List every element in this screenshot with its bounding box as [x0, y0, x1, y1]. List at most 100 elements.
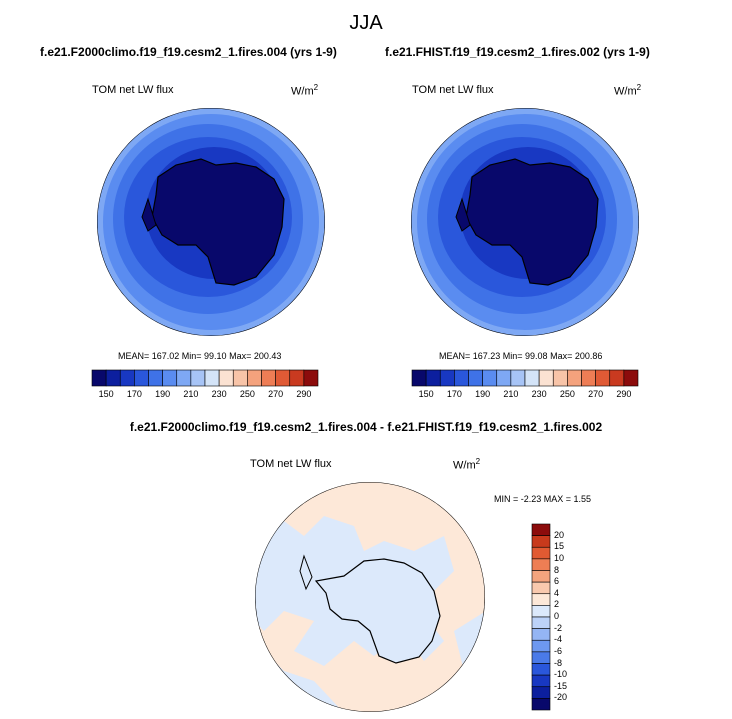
diff-units-text: W/m [453, 459, 476, 472]
panel-1-colorbar-tick-label: 250 [239, 389, 255, 399]
diff-colorbar-swatch [531, 593, 551, 606]
diff-colorbar-tick-label: 20 [554, 529, 565, 540]
page-title: JJA [349, 12, 383, 34]
diff-colorbar-swatch [531, 570, 551, 583]
panel-1-colorbar-tick-label: 210 [183, 389, 199, 399]
panel-1-units-sup: 2 [313, 83, 319, 92]
panel-2-colorbar-swatch [623, 369, 639, 387]
diff-colorbar [531, 523, 551, 711]
diff-colorbar-tick-label: 2 [554, 599, 560, 610]
panel-2-polar-map [411, 108, 639, 336]
panel-2-colorbar-swatch [552, 369, 568, 387]
panel-2-colorbar-swatch [595, 369, 611, 387]
panel-2-units-label: W/m2 [614, 83, 641, 98]
panel-2-colorbar-swatch [538, 369, 554, 387]
panel-1-colorbar-swatch [303, 369, 319, 387]
diff-colorbar-tick-label: -8 [554, 657, 563, 668]
panel-1-colorbar-tick-label: 170 [126, 389, 142, 399]
diff-colorbar-swatch [531, 546, 551, 560]
panel-1-colorbar-swatch [119, 369, 135, 387]
panel-1-units-text: W/m [291, 85, 314, 98]
panel-1-colorbar-ticks: 150 170 190 210 230 250 270 290 [92, 389, 318, 401]
diff-colorbar-swatch [531, 628, 551, 641]
panel-2-colorbar-swatch [609, 369, 625, 387]
diff-colorbar-tick-label: -4 [554, 634, 563, 645]
diff-colorbar-tick-label: 6 [554, 576, 560, 587]
panel-2-colorbar-swatch [425, 369, 441, 387]
diff-colorbar-tick-label: 4 [554, 587, 560, 598]
panel-2-colorbar-ticks: 150 170 190 210 230 250 270 290 [412, 389, 638, 401]
panel-2-colorbar-tick-label: 230 [531, 389, 547, 399]
diff-colorbar-tick-label: 8 [554, 564, 560, 575]
panel-1-variable-label: TOM net LW flux [92, 84, 174, 96]
panel-2-colorbar-tick-label: 150 [418, 389, 434, 399]
panel-2-variable-label: TOM net LW flux [412, 84, 494, 96]
panel-2-colorbar-swatch [468, 369, 483, 387]
panel-2-case-title: f.e21.FHIST.f19_f19.cesm2_1.fires.002 (y… [385, 45, 650, 59]
panel-2-units-sup: 2 [636, 83, 642, 92]
diff-units-sup: 2 [475, 457, 481, 466]
diff-stats: MIN = -2.23 MAX = 1.55 [494, 494, 592, 504]
panel-1-colorbar-tick-label: 230 [211, 389, 227, 399]
panel-1-colorbar-swatch [105, 369, 121, 387]
diff-colorbar-swatch [531, 663, 551, 676]
panel-1-colorbar-tick-label: 190 [155, 389, 171, 399]
panel-1-stats: MEAN= 167.02 Min= 99.10 Max= 200.43 [118, 351, 282, 361]
panel-2-colorbar-tick-label: 270 [588, 389, 604, 399]
panel-1-colorbar-swatch [162, 369, 178, 387]
panel-1-units-label: W/m2 [291, 83, 318, 98]
panel-1-colorbar-swatch [289, 369, 305, 387]
panel-2-colorbar-swatch [567, 369, 582, 387]
panel-1-case-title: f.e21.F2000climo.f19_f19.cesm2_1.fires.0… [40, 45, 337, 59]
panel-2-colorbar-swatch [454, 369, 469, 387]
diff-colorbar-tick-label: -10 [554, 669, 568, 680]
diff-colorbar-tick-label: 15 [554, 541, 565, 552]
panel-1-colorbar-swatch [148, 369, 163, 387]
diff-colorbar-tick-label: -2 [554, 622, 563, 633]
panel-1-colorbar-swatch [218, 369, 234, 387]
panel-2-colorbar-swatch [439, 369, 455, 387]
panel-2-colorbar-swatch [482, 369, 498, 387]
panel-1-colorbar-swatch [190, 369, 206, 387]
panel-2-colorbar-swatch [524, 369, 540, 387]
panel-2-colorbar-swatch [411, 369, 427, 387]
panel-1-colorbar-swatch [134, 369, 149, 387]
panel-1-polar-map [97, 108, 325, 336]
panel-1-colorbar-swatch [247, 369, 262, 387]
panel-2-colorbar-tick-label: 210 [503, 389, 519, 399]
diff-colorbar-swatch [531, 616, 551, 629]
diff-colorbar-swatch [531, 698, 551, 711]
panel-1-colorbar-tick-label: 150 [98, 389, 114, 399]
diff-colorbar-swatch [531, 558, 551, 571]
diff-case-title: f.e21.F2000climo.f19_f19.cesm2_1.fires.0… [129, 420, 603, 434]
diff-units-label: W/m2 [453, 457, 480, 472]
panel-1-colorbar-tick-label: 290 [296, 389, 312, 399]
panel-1-colorbar-swatch [275, 369, 291, 387]
diff-polar-map [255, 482, 485, 712]
panel-1-colorbar-swatch [232, 369, 248, 387]
panel-1-colorbar-swatch [261, 369, 276, 387]
panel-2-colorbar-tick-label: 290 [616, 389, 632, 399]
panel-2-colorbar-tick-label: 250 [559, 389, 575, 399]
panel-2-colorbar-tick-label: 190 [475, 389, 491, 399]
diff-colorbar-ticks: 20 15 10 8 6 4 2 0 -2 -4 -6 -8 -10 -15 -20 [554, 524, 584, 710]
panel-2-colorbar-swatch [510, 369, 526, 387]
panel-2-units-text: W/m [614, 85, 637, 98]
diff-colorbar-tick-label: 0 [554, 611, 560, 621]
panel-1-colorbar-tick-label: 270 [268, 389, 284, 399]
diff-colorbar-swatch [531, 523, 551, 536]
diff-colorbar-swatch [531, 651, 551, 664]
panel-2-colorbar [411, 369, 639, 387]
panel-1-colorbar [91, 369, 319, 387]
panel-1-colorbar-swatch [204, 369, 220, 387]
diff-colorbar-swatch [531, 674, 551, 688]
diff-variable-label: TOM net LW flux [250, 458, 332, 470]
diff-colorbar-swatch [531, 686, 551, 699]
panel-2-colorbar-swatch [496, 369, 512, 387]
diff-colorbar-swatch [531, 639, 551, 653]
panel-1-colorbar-swatch [176, 369, 192, 387]
diff-colorbar-tick-label: 10 [554, 552, 565, 563]
diff-colorbar-swatch [531, 581, 551, 595]
diff-colorbar-tick-label: -6 [554, 645, 563, 656]
diff-colorbar-swatch [531, 605, 551, 618]
